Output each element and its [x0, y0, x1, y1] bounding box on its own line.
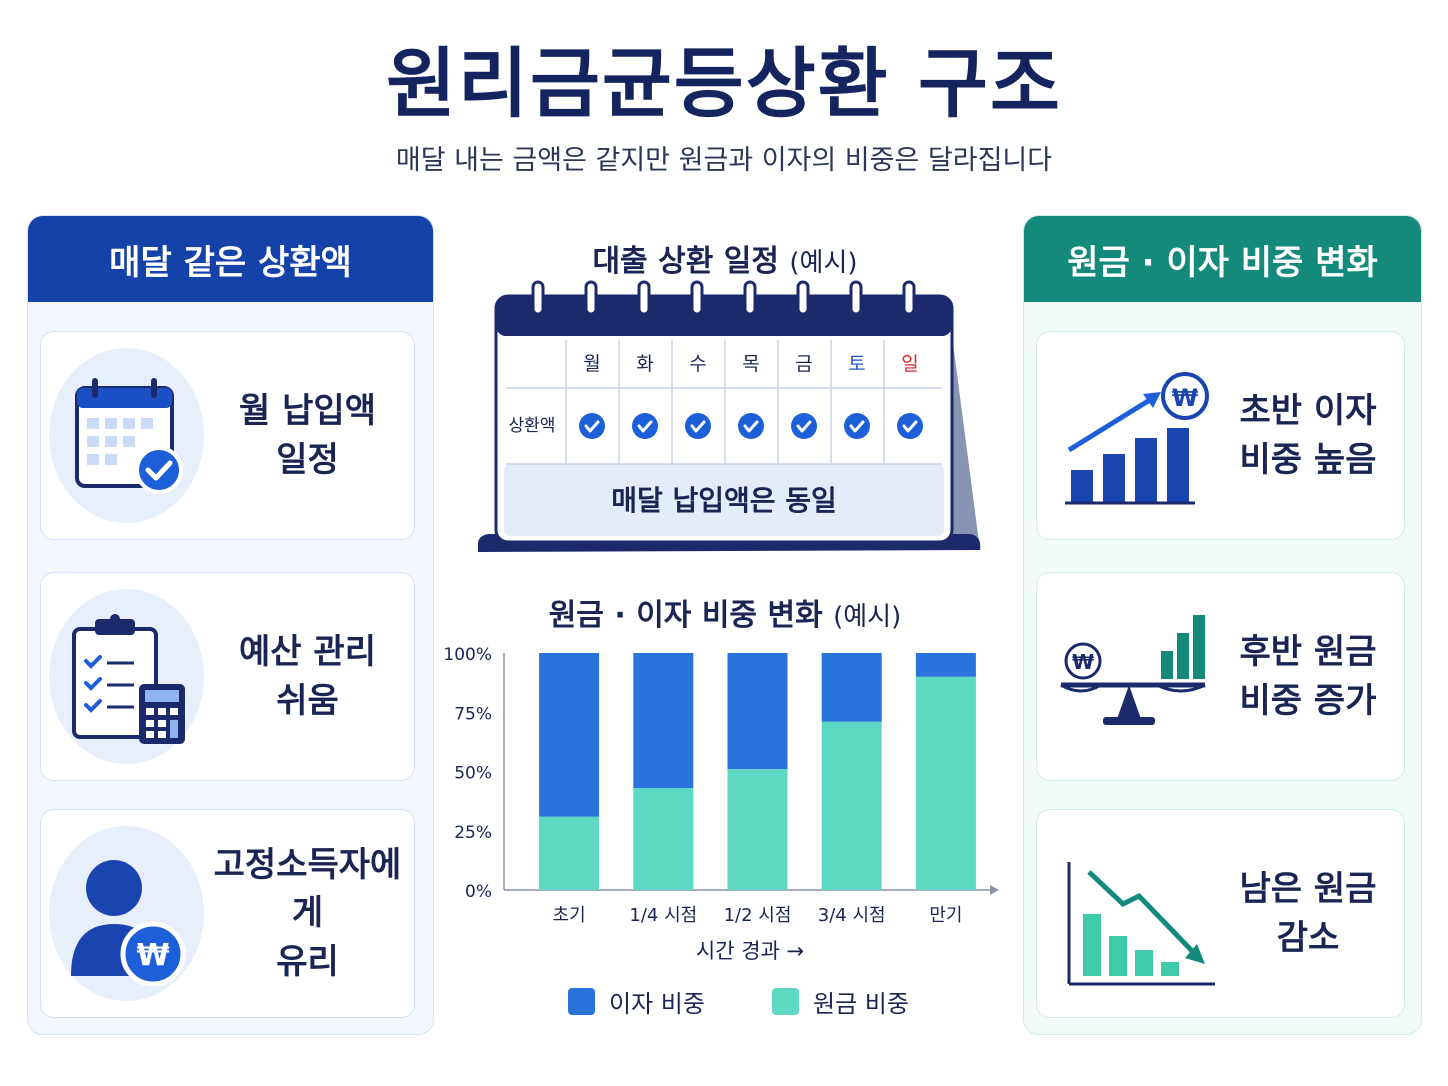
check-icon: [632, 413, 658, 439]
page-subtitle: 매달 내는 금액은 같지만 원금과 이자의 비중은 달라집니다: [395, 145, 1053, 176]
card-late-principal: ₩ 후반 원금 비중 증가: [1036, 572, 1405, 781]
y-tick-label: 25%: [454, 823, 492, 843]
svg-text:₩: ₩: [1072, 650, 1094, 674]
calendar-day-label: 월: [583, 353, 600, 375]
x-axis-arrow: [990, 885, 999, 895]
check-icon: [738, 413, 764, 439]
calendar-title-text: 대출 상환 일정: [592, 244, 779, 279]
legend-swatch-interest: [568, 988, 595, 1015]
calendar-day-label: 일: [901, 353, 918, 375]
card-label: 고정소득자에게 유리: [213, 845, 402, 982]
calendar-ring: [849, 280, 863, 316]
bar-segment: [915, 676, 976, 890]
calendar-day-label: 화: [636, 353, 653, 375]
calendar-rings: [531, 280, 916, 316]
calendar-title: 대출 상환 일정 (예시): [440, 236, 1010, 280]
x-tick-label: 초기: [553, 905, 586, 926]
x-tick-label: 만기: [929, 905, 962, 926]
bar-segment: [633, 653, 694, 789]
bar-segment: [539, 816, 600, 890]
card-fixed-income: ₩ 고정소득자에게 유리: [40, 809, 415, 1018]
card-remaining-principal: 남은 원금 감소: [1036, 809, 1405, 1018]
y-tick-label: 50%: [454, 764, 492, 784]
bar-segment: [633, 788, 694, 890]
bar-segment: [821, 653, 882, 722]
declining-chart-icon: [1045, 826, 1215, 1001]
chart-title: 원금 · 이자 비중 변화 (예시): [440, 590, 1010, 634]
person-won-icon: ₩: [49, 826, 204, 1001]
left-panel-title: 매달 같은 상환액: [28, 216, 433, 302]
y-tick-label: 75%: [454, 704, 492, 724]
bar-segment: [727, 769, 788, 890]
x-axis-label: 시간 경과 →: [696, 939, 804, 963]
x-tick-label: 1/2 시점: [724, 905, 792, 926]
legend-swatch-principal: [772, 988, 799, 1015]
page-title: 원리금균등상환 구조: [386, 39, 1062, 128]
bar-segment: [727, 653, 788, 770]
legend-label-interest: 이자 비중: [609, 990, 705, 1018]
calendar-ring: [743, 280, 757, 316]
check-icon: [897, 413, 923, 439]
check-icon: [844, 413, 870, 439]
calendar-title-suffix: (예시): [789, 248, 858, 278]
balance-scale-icon: ₩: [1045, 589, 1206, 764]
x-tick-label: 1/4 시점: [629, 905, 697, 926]
check-icon: [685, 413, 711, 439]
card-budget: 예산 관리 쉬움: [40, 572, 415, 781]
calendar-check-icon: [49, 348, 204, 523]
stacked-bar-chart: 100% 75% 50% 25% 0% 초기 1/4 시점 1/2 시점 3/4 시점 만기시간 …: [443, 645, 999, 963]
chart-title-text: 원금 · 이자 비중 변화: [548, 598, 823, 633]
calendar-ring: [584, 280, 598, 316]
rising-chart-won-icon: ₩: [1045, 348, 1209, 523]
calendar-day-label: 토: [848, 353, 865, 375]
bar-segment: [915, 653, 976, 677]
y-tick-label: 0%: [465, 882, 492, 902]
card-label: 남은 원금 감소: [1239, 869, 1377, 958]
calendar-ring: [531, 280, 545, 316]
x-tick-label: 3/4 시점: [818, 905, 886, 926]
calendar-day-label: 목: [742, 353, 759, 375]
calendar-illustration: 월 화 수 목 금 토 일 상환액 매달 납입액은 동일: [478, 280, 981, 552]
svg-text:₩: ₩: [136, 938, 169, 973]
svg-text:₩: ₩: [1172, 384, 1199, 412]
calendar-ring: [690, 280, 704, 316]
right-panel-title: 원금 · 이자 비중 변화: [1024, 216, 1421, 302]
legend-label-principal: 원금 비중: [813, 990, 909, 1018]
card-label: 초반 이자 비중 높음: [1239, 391, 1377, 480]
bar-segment: [539, 653, 600, 817]
card-monthly-payment: 월 납입액 일정: [40, 331, 415, 540]
calendar-day-label: 금: [795, 353, 812, 375]
calendar-footer: 매달 납입액은 동일: [611, 484, 837, 517]
calendar-ring: [902, 280, 916, 316]
right-panel: 원금 · 이자 비중 변화 ₩ 초반 이자 비중 높음: [1023, 215, 1422, 1035]
bar-segment: [821, 721, 882, 890]
check-icon: [579, 413, 605, 439]
card-label: 후반 원금 비중 증가: [1239, 632, 1377, 721]
calendar-ring: [796, 280, 810, 316]
calendar-day-label: 수: [689, 353, 706, 375]
card-label: 월 납입액 일정: [239, 391, 376, 480]
check-icon: [791, 413, 817, 439]
left-panel: 매달 같은 상환액 월 납입액 일정: [27, 215, 434, 1035]
calendar-row-label: 상환액: [509, 416, 556, 436]
y-tick-label: 100%: [443, 645, 492, 665]
legend-item-principal: 원금 비중: [772, 984, 909, 1019]
card-early-interest: ₩ 초반 이자 비중 높음: [1036, 331, 1405, 540]
calendar-ring: [637, 280, 651, 316]
chart-title-suffix: (예시): [833, 602, 902, 632]
legend-item-interest: 이자 비중: [568, 984, 705, 1019]
card-label: 예산 관리 쉬움: [239, 632, 376, 721]
clipboard-calculator-icon: [49, 589, 204, 764]
